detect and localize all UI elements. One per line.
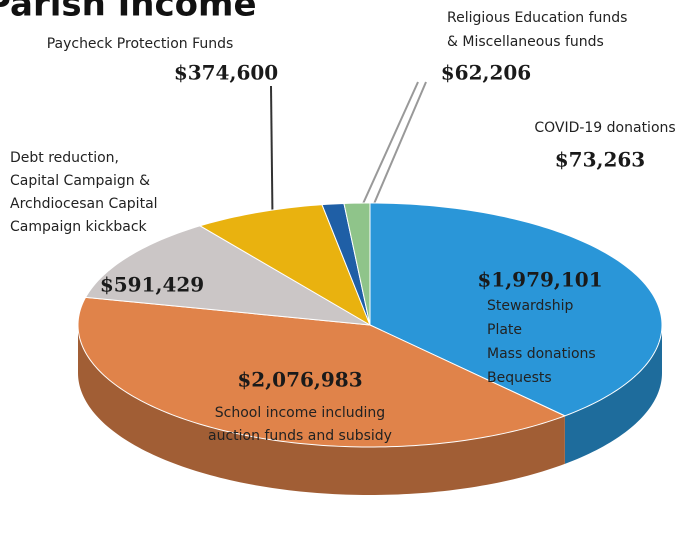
slice (369, 202, 663, 417)
value-label: $374,600 (174, 61, 278, 85)
category-line: Campaign kickback (10, 219, 148, 235)
value-label: $2,076,983 (237, 368, 362, 392)
value-label: $62,206 (441, 61, 531, 85)
category-label: School income including auction funds and… (208, 405, 392, 444)
category-line: Bequests (487, 370, 552, 386)
category-label: Paycheck Protection Funds (47, 36, 234, 52)
category-line: COVID-19 donations (534, 120, 675, 136)
category-line: Paycheck Protection Funds (47, 36, 234, 52)
value-label: $73,263 (555, 148, 645, 172)
chart-title: Parish Income (0, 0, 257, 25)
slice (343, 202, 371, 326)
slice (84, 225, 371, 326)
slice (198, 204, 372, 327)
category-line: Stewardship (487, 298, 573, 314)
category-label: Stewardship Plate Mass donations Bequests (487, 298, 596, 386)
slice-side (564, 325, 662, 464)
category-line: Archdiocesan Capital (10, 196, 158, 212)
category-line: Religious Education funds (447, 10, 627, 26)
category-label: Religious Education funds & Miscellaneous… (447, 10, 627, 50)
category-line: Debt reduction, (10, 150, 119, 166)
slice-side (78, 325, 565, 495)
value-label: $591,429 (100, 273, 204, 297)
value-label: $1,979,101 (477, 268, 602, 292)
category-line: Plate (487, 322, 522, 338)
category-line: Capital Campaign & (10, 173, 150, 189)
category-line: School income including (215, 405, 385, 421)
category-label: COVID-19 donations (534, 120, 675, 136)
slice (77, 296, 567, 448)
category-line: Mass donations (487, 346, 596, 362)
category-line: auction funds and subsidy (208, 428, 392, 444)
category-label: Debt reduction, Capital Campaign & Archdio… (10, 150, 158, 235)
category-line: & Miscellaneous funds (447, 34, 604, 50)
